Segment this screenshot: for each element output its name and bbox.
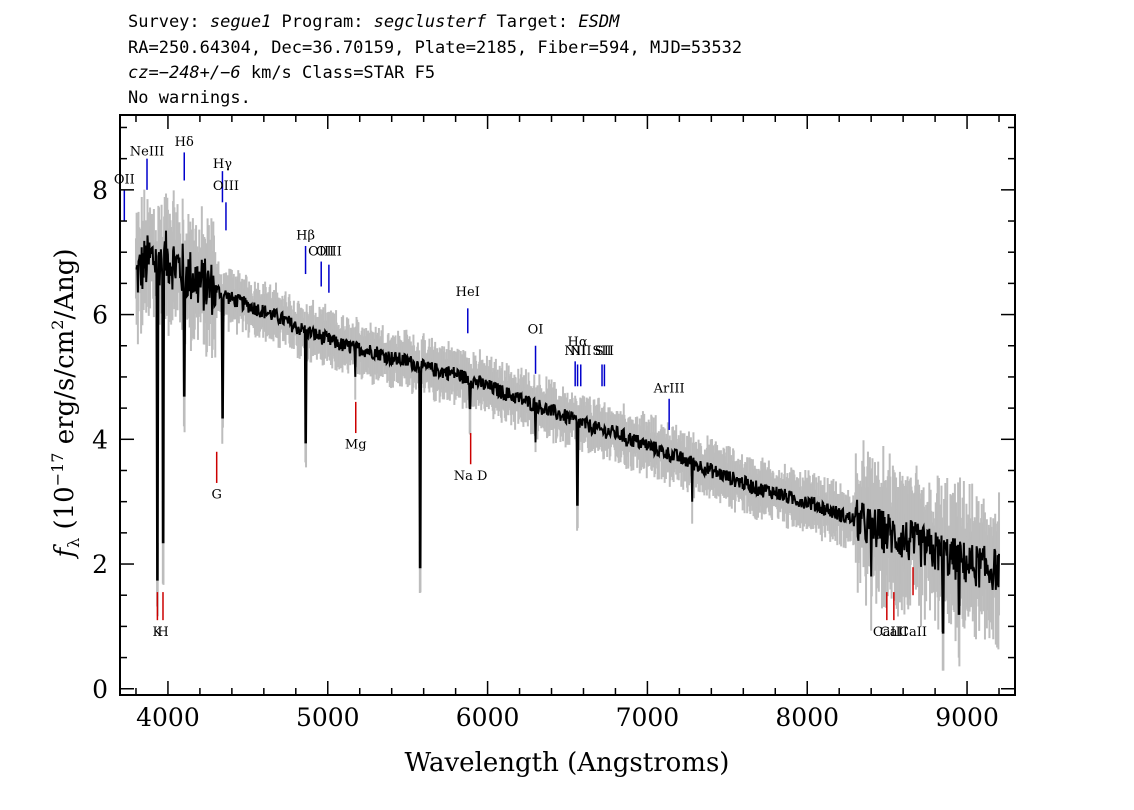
emission_lines-label: Hα — [568, 335, 588, 350]
emission_lines-label: OI — [528, 322, 544, 337]
x-tick-label: 6000 — [456, 703, 520, 732]
flux-error-band — [134, 189, 1001, 671]
header-fragment: km/s Class=STAR F5 — [241, 63, 435, 83]
y-label-fragment: 2 — [48, 320, 67, 330]
absorption_lines-label: Na D — [454, 469, 488, 484]
header-fragment: Target: — [486, 12, 578, 32]
y-label-fragment: /Ang) — [50, 248, 80, 319]
y-tick-label: 6 — [92, 301, 108, 330]
absorption_lines-label: H — [157, 625, 168, 640]
header-fragment: segclusterf — [374, 12, 487, 32]
emission_lines-label: SII — [595, 344, 614, 359]
emission_lines-label: OIII — [316, 244, 342, 259]
y-tick-label: 0 — [92, 675, 108, 704]
header-fragment: segue1 — [210, 12, 271, 32]
absorption_lines-label: CaII — [873, 625, 901, 640]
absorption_lines-label: Mg — [345, 438, 367, 453]
flux-line — [135, 230, 1000, 634]
absorption_lines-label: CaII — [899, 625, 927, 640]
y-axis-label: fλ (10−17 erg/s/cm2/Ang) — [48, 248, 83, 559]
emission_lines-label: OII — [114, 173, 135, 188]
x-tick-label: 7000 — [616, 703, 680, 732]
y-tick-label: 8 — [92, 176, 108, 205]
y-label-fragment: erg/s/cm — [50, 330, 80, 453]
x-tick-label: 8000 — [775, 703, 839, 732]
axis-ticks: 4000 5000 6000 7000 8000 9000 0 2 4 6 8 — [92, 115, 1015, 732]
y-tick-label: 4 — [92, 425, 108, 454]
y-label-fragment: λ — [64, 538, 83, 548]
coords-line: RA=250.64304, Dec=36.70159, Plate=2185, … — [128, 38, 742, 58]
plot-frame — [119, 114, 1016, 696]
y-tick-label: 2 — [92, 550, 108, 579]
emission_lines-label: NII — [564, 344, 586, 359]
x-tick-label: 9000 — [935, 703, 999, 732]
x-tick-label: 5000 — [296, 703, 360, 732]
x-tick-label: 4000 — [136, 703, 200, 732]
warnings-line: No warnings. — [128, 88, 251, 108]
emission_lines-label: Hγ — [213, 157, 232, 172]
emission_lines-label: ArIII — [653, 382, 685, 397]
y-label-fragment: −17 — [48, 453, 67, 487]
emission_lines-label: Hδ — [175, 135, 194, 150]
redshift-class-line: cz=−248+/−6 km/s Class=STAR F5 — [128, 63, 435, 83]
survey-line: Survey: segue1 Program: segclusterf Targ… — [128, 12, 620, 32]
absorption_lines-label: K — [153, 625, 163, 640]
emission_lines-label: Hβ — [296, 229, 315, 244]
header-fragment: ESDM — [578, 12, 620, 32]
y-label-fragment: (10 — [50, 486, 80, 538]
header-fragment: Survey: — [128, 12, 210, 32]
emission_lines-label: SII — [592, 344, 611, 359]
emission_lines-label: NII — [570, 344, 592, 359]
emission_lines-label: OIII — [213, 179, 239, 194]
emission_lines-label: HeI — [456, 285, 480, 300]
absorption_lines-label: G — [211, 488, 221, 503]
header: Survey: segue1 Program: segclusterf Targ… — [128, 12, 742, 108]
flux-spectrum — [135, 230, 1000, 634]
absorption_lines-label: CaII — [880, 625, 908, 640]
emission_lines-label: NeIII — [130, 145, 164, 160]
header-fragment: cz= — [128, 63, 159, 83]
x-axis-label: Wavelength (Angstroms) — [405, 748, 730, 778]
emission_lines-label: OIII — [308, 244, 334, 259]
header-fragment: Program: — [271, 12, 373, 32]
header-fragment: −248+/−6 — [159, 63, 241, 83]
